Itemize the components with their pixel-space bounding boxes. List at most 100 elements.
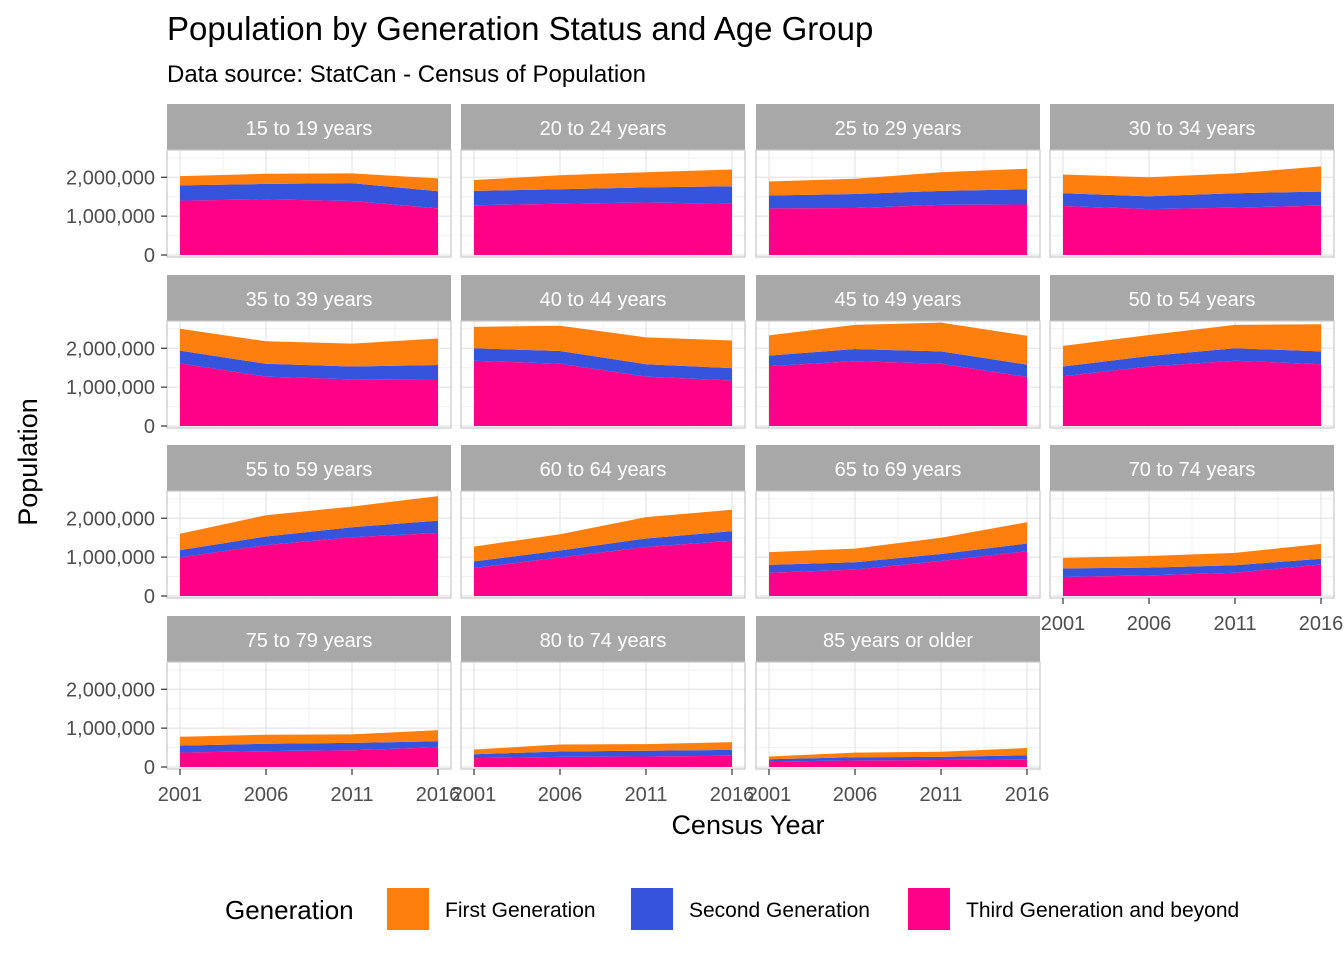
facet-panel: 75 to 79 years 0 1,000,000 2,000,000 2001 200… [66,616,460,806]
facet-panel: 45 to 49 years [755,275,1041,429]
y-tick-label: 0 [144,757,155,779]
facet-strip-label: 55 to 59 years [246,459,373,481]
facet-panel: 60 to 64 years [460,445,746,599]
facet-strip [167,616,451,662]
y-tick-label: 2,000,000 [66,167,155,189]
facet-panel: 70 to 74 years 2001 2006 2011 2016 [1041,445,1344,635]
area-second-generation [180,741,438,753]
area-third-generation [180,747,438,767]
area-third-generation [1063,360,1321,426]
facet-strip [461,445,745,491]
legend-key [908,888,950,930]
area-first-generation [769,522,1027,565]
facet-strip [756,616,1040,662]
facet-strip [1050,104,1334,150]
facet-strip-label: 30 to 34 years [1129,118,1256,140]
facet-strip-label: 80 to 74 years [540,630,667,652]
y-tick-label: 0 [144,586,155,608]
area-second-generation [1063,348,1321,377]
y-tick-label: 2,000,000 [66,338,155,360]
x-tick-label: 2006 [833,784,878,806]
legend-key [387,888,429,930]
facet-strip [461,275,745,321]
area-second-generation [180,350,438,380]
panel-border [755,490,1041,599]
panel-border [755,661,1041,770]
facet-panel: 15 to 19 years 0 1,000,000 2,000,000 [66,104,452,267]
y-tick-label: 2,000,000 [66,508,155,530]
facet-strip-label: 25 to 29 years [835,118,962,140]
x-tick-label: 2011 [919,784,962,806]
x-tick-label: 2001 [747,784,792,806]
area-second-generation [180,183,438,209]
y-tick-label: 0 [144,245,155,267]
x-tick-label: 2001 [452,784,497,806]
panel-border [166,661,452,770]
y-axis-title: Population [13,398,43,526]
x-tick-label: 2016 [416,784,461,806]
area-third-generation [769,204,1027,255]
facet-panel: 80 to 74 years 2001 2006 2011 2016 [452,616,754,806]
facet-strip [461,616,745,662]
area-first-generation [180,173,438,192]
facet-strip-label: 70 to 74 years [1129,459,1256,481]
x-tick-label: 2001 [158,784,203,806]
facet-panels: 15 to 19 years 0 1,000,000 2,000,000 20 to 2… [66,104,1343,806]
area-first-generation [474,325,732,369]
facet-strip-label: 85 years or older [823,630,973,652]
area-first-generation [1063,543,1321,569]
x-tick-label: 2016 [1299,613,1344,635]
legend-label: First Generation [445,899,596,922]
facet-strip-label: 65 to 69 years [835,459,962,481]
area-first-generation [474,742,732,755]
facet-strip-label: 60 to 64 years [540,459,667,481]
y-tick-label: 2,000,000 [66,679,155,701]
area-second-generation [1063,558,1321,577]
area-second-generation [769,543,1027,573]
facet-strip-label: 40 to 44 years [540,289,667,311]
x-tick-label: 2006 [244,784,289,806]
panel-border [460,320,746,429]
area-first-generation [769,322,1027,365]
area-second-generation [474,348,732,381]
y-tick-label: 1,000,000 [66,377,155,399]
area-first-generation [1063,324,1321,367]
panel-border [460,490,746,599]
area-first-generation [474,169,732,191]
facet-panel: 25 to 29 years [755,104,1041,258]
panel-border [460,149,746,258]
facet-strip-label: 50 to 54 years [1129,289,1256,311]
facet-strip [167,275,451,321]
facet-panel: 40 to 44 years [460,275,746,429]
area-second-generation [474,186,732,206]
area-third-generation [474,360,732,426]
x-tick-label: 2006 [538,784,583,806]
y-tick-label: 1,000,000 [66,547,155,569]
x-tick-label: 2006 [1127,613,1172,635]
x-tick-label: 2011 [330,784,373,806]
x-tick-label: 2016 [1005,784,1050,806]
area-first-generation [769,168,1027,196]
facet-strip [167,104,451,150]
panel-border [755,320,1041,429]
area-third-generation [769,551,1027,596]
y-tick-label: 0 [144,416,155,438]
facet-panel: 50 to 54 years [1049,275,1335,429]
y-tick-label: 1,000,000 [66,206,155,228]
facet-strip-label: 20 to 24 years [540,118,667,140]
facet-panel: 85 years or older 2001 2006 2011 2016 [747,616,1050,806]
area-second-generation [769,349,1027,377]
area-third-generation [180,199,438,255]
area-second-generation [769,755,1027,762]
area-third-generation [1063,205,1321,255]
area-third-generation [474,540,732,596]
facet-strip [1050,275,1334,321]
facet-strip [756,104,1040,150]
facet-panel: 30 to 34 years [1049,104,1335,258]
facet-panel: 35 to 39 years 0 1,000,000 2,000,000 [66,275,452,438]
area-second-generation [474,749,732,759]
legend: Generation First Generation Second Genera… [225,888,1239,930]
panel-border [755,149,1041,258]
area-third-generation [180,363,438,426]
